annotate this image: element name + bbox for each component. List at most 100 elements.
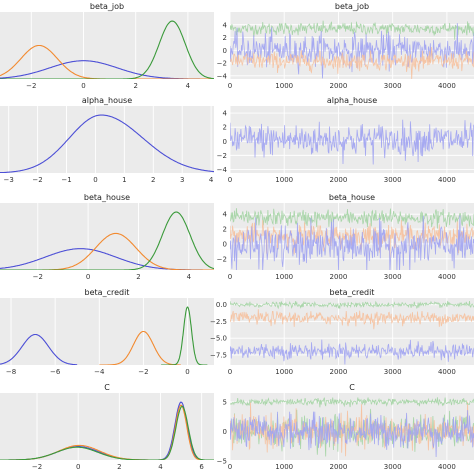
x-tick-label: 0	[228, 463, 232, 471]
trace-panel-beta-job-0: 0 1000 2000 3000 4000 −4 −2 0 2 4 beta_job	[217, 2, 474, 90]
x-tick-label: 4	[158, 463, 163, 471]
x-tick-label: −4	[94, 368, 105, 376]
trace-line-trace_blue	[230, 23, 474, 79]
plot-area	[230, 208, 474, 270]
x-tick-label: −8	[6, 368, 16, 376]
density-panel-alpha-house-1: −3 −2 −1 0 1 2 3 4 alpha_house	[0, 96, 214, 184]
trace-panel-beta-credit-3: 0 1000 2000 3000 4000 0.0 −2.5 −5.0 −7.5 beta_cre…	[210, 288, 474, 376]
plot-area	[230, 300, 474, 365]
x-tick-label: 0	[76, 463, 80, 471]
plot-area	[0, 401, 214, 460]
density-curve-blue	[0, 114, 214, 173]
x-tick-label: 2000	[330, 82, 348, 90]
density-panel-beta-job-0: −2 0 2 4 beta_job	[0, 2, 214, 90]
x-tick-label: −2	[32, 176, 42, 184]
panel-background	[230, 298, 474, 365]
panel-background	[0, 298, 214, 365]
x-tick-label: 0	[81, 82, 85, 90]
x-tick-label: −2	[26, 82, 36, 90]
trace-line-trace_orange	[230, 220, 474, 259]
x-tick-label: 1000	[275, 273, 293, 281]
x-tick-label: 0	[93, 176, 97, 184]
density-curve-green	[161, 306, 208, 365]
x-tick-label: 4000	[438, 82, 456, 90]
x-tick-label: 4	[187, 273, 192, 281]
y-tick-label: 0	[223, 138, 227, 146]
panel-title: beta_job	[335, 2, 369, 11]
x-tick-label: 3	[180, 176, 184, 184]
x-tick-label: 0	[185, 368, 189, 376]
x-tick-label: 0	[228, 273, 232, 281]
panel-title: alpha_house	[327, 96, 377, 105]
trace-line-trace_blue	[230, 339, 474, 365]
x-tick-label: 2	[133, 82, 137, 90]
trace-panel-beta-house-2: 0 1000 2000 3000 4000 −2 0 2 4 beta_house	[217, 193, 474, 281]
x-tick-label: −2	[138, 368, 148, 376]
trace-panel-alpha-house-1: 0 1000 2000 3000 4000 −4 −2 0 2 4 alpha_house	[217, 96, 474, 184]
panel-background	[0, 106, 214, 173]
panel-title: beta_credit	[85, 288, 130, 297]
density-panel-beta-house-2: −2 0 2 4 beta_house	[0, 193, 214, 281]
x-tick-label: 0	[86, 273, 90, 281]
x-tick-label: 4000	[438, 273, 456, 281]
trace-line-trace_orange	[230, 309, 474, 330]
x-tick-label: 1000	[275, 463, 293, 471]
x-tick-label: 0	[228, 368, 232, 376]
y-tick-label: −2	[217, 152, 227, 160]
plot-area	[0, 20, 214, 79]
trace-line-trace_green	[230, 208, 474, 229]
panel-title: beta_credit	[330, 288, 375, 297]
panel-title: C	[349, 383, 355, 392]
panel-background	[0, 12, 214, 79]
x-tick-label: 4000	[438, 176, 456, 184]
x-tick-label: 3000	[384, 82, 402, 90]
x-tick-label: 4	[186, 82, 191, 90]
x-tick-label: 0	[228, 176, 232, 184]
x-tick-label: 2000	[330, 176, 348, 184]
x-tick-label: 2000	[330, 463, 348, 471]
x-tick-label: 6	[199, 463, 204, 471]
x-tick-label: 1000	[275, 82, 293, 90]
panel-background	[0, 393, 214, 460]
trace-line-trace_blue	[230, 410, 474, 458]
trace-line-trace_green	[230, 20, 474, 40]
x-tick-label: 3000	[384, 463, 402, 471]
x-tick-label: −2	[33, 273, 43, 281]
trace-line-trace_blue	[230, 119, 474, 165]
density-curve-green	[0, 405, 214, 460]
plot-area	[0, 114, 214, 173]
x-tick-label: 4000	[438, 368, 456, 376]
trace-line-trace_blue	[230, 215, 474, 270]
plot-area	[230, 20, 474, 79]
density-curve-blue	[0, 333, 78, 365]
x-tick-label: 4	[209, 176, 214, 184]
panel-title: C	[104, 383, 110, 392]
x-tick-label: 3000	[384, 176, 402, 184]
plot-area	[230, 397, 474, 458]
x-tick-label: −6	[50, 368, 61, 376]
y-tick-label: 4	[223, 21, 228, 29]
x-tick-label: 2000	[330, 368, 348, 376]
x-tick-label: 2	[136, 273, 140, 281]
panel-title: beta_house	[84, 193, 130, 202]
y-tick-label: −7.5	[210, 351, 227, 359]
trace-line-trace_green	[230, 300, 474, 310]
density-curve-green	[0, 211, 214, 270]
y-tick-label: 4	[223, 110, 228, 118]
density-curve-orange	[0, 44, 214, 79]
x-tick-label: 1000	[275, 176, 293, 184]
x-tick-label: 1	[122, 176, 126, 184]
panel-title: alpha_house	[82, 96, 132, 105]
x-tick-label: 2	[151, 176, 155, 184]
plot-area	[230, 119, 474, 165]
y-tick-label: 2	[223, 226, 227, 234]
density-curve-orange	[99, 330, 181, 365]
y-tick-label: −4	[217, 72, 228, 80]
x-tick-label: −3	[4, 176, 14, 184]
y-tick-label: 0	[223, 428, 227, 436]
panel-title: beta_job	[90, 2, 124, 11]
x-tick-label: 2000	[330, 273, 348, 281]
density-curve-green	[0, 20, 214, 79]
density-panel-c-4: −2 0 2 4 6 C	[0, 383, 214, 471]
trace-line-trace_orange	[230, 46, 474, 79]
